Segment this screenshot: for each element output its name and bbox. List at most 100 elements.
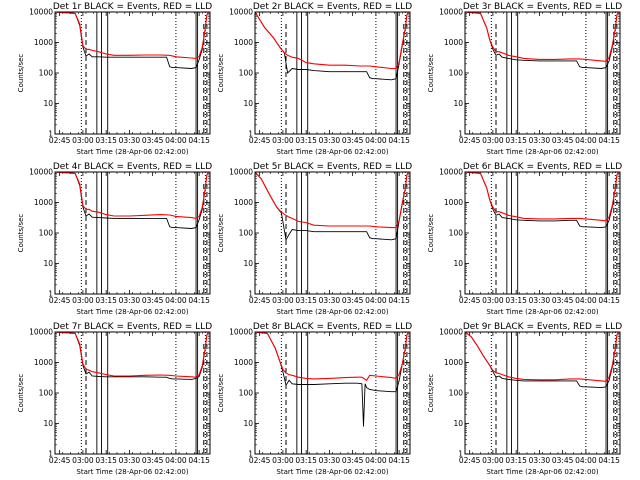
chart-panel: Det 3r BLACK = Events, RED = LLD Counts/s… [427,2,622,156]
x-tick-label: 04:15 [388,456,410,465]
x-tick-label: 03:45 [342,456,364,465]
x-axis-label: Start Time (28-Apr-06 02:42:00) [486,308,598,316]
x-tick-label: 04:15 [188,456,210,465]
y-tick-label: 10 [453,99,463,108]
x-tick-label: 03:30 [529,136,551,145]
x-axis-label: Start Time (28-Apr-06 02:42:00) [76,468,188,476]
panel-title: Det 2r BLACK = Events, RED = LLD [253,2,412,12]
chart-panel: Det 1r BLACK = Events, RED = LLD Counts/s… [17,2,212,156]
x-axis-label: Start Time (28-Apr-06 02:42:00) [486,468,598,476]
chart-panel: Det 6r BLACK = Events, RED = LLD Counts/s… [427,162,622,316]
events-series-line [55,172,210,229]
y-tick-label: 1000 [234,198,253,207]
x-tick-label: 03:00 [272,456,294,465]
panel-title: Det 5r BLACK = Events, RED = LLD [253,162,412,172]
y-tick-label: 10 [43,99,53,108]
plot-frame [464,331,621,455]
panel-title: Det 7r BLACK = Events, RED = LLD [53,322,212,332]
x-tick-label: 03:15 [295,456,317,465]
y-axis-label: Counts/sec [17,214,25,253]
x-tick-label: 02:45 [249,136,271,145]
x-tick-label: 03:30 [529,296,551,305]
panel-title: Det 4r BLACK = Events, RED = LLD [53,162,212,172]
y-tick-label: 1 [458,130,463,139]
x-tick-label: 03:15 [505,296,527,305]
x-tick-label: 02:45 [459,456,481,465]
x-tick-label: 03:45 [142,136,164,145]
x-tick-label: 03:00 [72,136,94,145]
x-tick-label: 03:45 [142,296,164,305]
lld-series-line [465,332,620,382]
x-tick-label: 03:30 [119,296,141,305]
y-tick-label: 1000 [444,38,463,47]
plot-frame [54,331,211,455]
x-tick-label: 02:45 [49,136,71,145]
y-tick-label: 100 [239,229,254,238]
x-tick-label: 04:00 [575,296,597,305]
x-tick-label: 02:45 [249,456,271,465]
x-tick-label: 02:45 [249,296,271,305]
y-axis-label: Counts/sec [217,54,225,93]
x-tick-label: 03:00 [72,296,94,305]
x-tick-label: 03:45 [552,296,574,305]
y-tick-label: 10000 [439,8,463,17]
chart-panel: Det 9r BLACK = Events, RED = LLD Counts/s… [427,322,622,476]
plot-frame [464,171,621,295]
lld-series-line [55,172,210,219]
x-tick-label: 02:45 [459,296,481,305]
y-tick-label: 1000 [234,38,253,47]
x-tick-label: 03:00 [482,456,504,465]
x-axis-label: Start Time (28-Apr-06 02:42:00) [276,148,388,156]
x-tick-label: 03:30 [119,456,141,465]
x-tick-label: 03:00 [272,296,294,305]
y-tick-label: 1 [48,130,53,139]
x-tick-label: 02:45 [459,136,481,145]
x-tick-label: 04:15 [598,456,620,465]
x-tick-label: 03:15 [95,136,117,145]
plot-frame [464,11,621,135]
y-tick-label: 100 [449,389,464,398]
x-tick-label: 03:15 [505,456,527,465]
y-tick-label: 1 [458,290,463,299]
y-tick-label: 10 [453,419,463,428]
x-tick-label: 04:00 [165,136,187,145]
chart-panel: Det 8r BLACK = Events, RED = LLD Counts/s… [217,322,412,476]
lld-series-line [55,332,210,378]
x-tick-label: 03:45 [552,456,574,465]
events-series-line [255,172,410,242]
y-tick-label: 1 [48,450,53,459]
x-axis-label: Start Time (28-Apr-06 02:42:00) [76,308,188,316]
y-tick-label: 1000 [34,38,53,47]
x-tick-label: 03:15 [95,456,117,465]
y-axis-label: Counts/sec [427,214,435,253]
events-series-line [255,332,410,427]
events-series-line [255,12,410,81]
x-tick-label: 02:45 [49,456,71,465]
y-tick-label: 1000 [34,198,53,207]
panel-title: Det 3r BLACK = Events, RED = LLD [463,2,622,12]
x-tick-label: 04:00 [365,296,387,305]
y-axis-label: Counts/sec [427,54,435,93]
y-tick-label: 10000 [29,328,53,337]
x-tick-label: 04:15 [188,296,210,305]
y-tick-label: 100 [39,69,54,78]
x-tick-label: 03:15 [95,296,117,305]
chart-panel: Det 5r BLACK = Events, RED = LLD Counts/s… [217,162,412,316]
y-tick-label: 10 [453,259,463,268]
y-tick-label: 1 [248,290,253,299]
plot-frame [254,11,411,135]
chart-panel: Det 2r BLACK = Events, RED = LLD Counts/s… [217,2,412,156]
x-axis-label: Start Time (28-Apr-06 02:42:00) [486,148,598,156]
lld-series-line [465,12,620,62]
lld-series-line [55,12,210,59]
lld-series-line [255,332,410,382]
panel-title: Det 1r BLACK = Events, RED = LLD [53,2,212,12]
panel-title: Det 8r BLACK = Events, RED = LLD [253,322,412,332]
x-axis-label: Start Time (28-Apr-06 02:42:00) [276,468,388,476]
y-tick-label: 1000 [444,358,463,367]
y-tick-label: 10000 [229,168,253,177]
y-tick-label: 10000 [29,8,53,17]
x-tick-label: 03:00 [482,136,504,145]
y-axis-label: Counts/sec [17,374,25,413]
